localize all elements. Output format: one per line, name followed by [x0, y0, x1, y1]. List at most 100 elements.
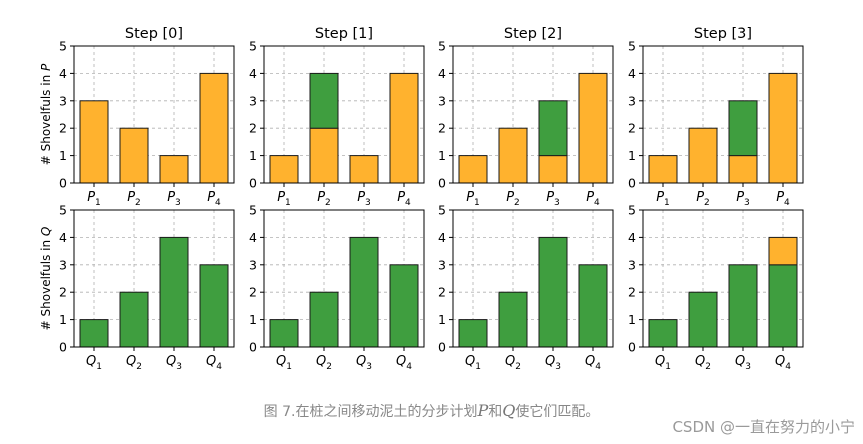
- x-tick-label: Q4: [396, 354, 412, 372]
- axes-frame: [73, 45, 235, 184]
- bar: [349, 155, 379, 184]
- y-tick-label: 4: [438, 66, 446, 81]
- bar: [768, 72, 798, 184]
- axes-frame: [263, 45, 425, 184]
- bar: [269, 319, 299, 348]
- x-tick-label: Q2: [126, 354, 142, 372]
- y-tick-label: 1: [249, 312, 257, 327]
- y-tick-label: 4: [628, 66, 636, 81]
- y-tick-label: 2: [59, 121, 67, 136]
- y-tick-label: 1: [438, 312, 446, 327]
- figure: 0 1 2 3 4 5 P1 P2 P3 P4 Step [0] 0 1 2 3 4 5 P1 P2 P3 P4 Step…: [39, 26, 804, 372]
- bar: [199, 72, 229, 184]
- y-tick-label: 2: [628, 121, 636, 136]
- bar: [159, 236, 189, 348]
- x-tick-label: Q1: [465, 354, 481, 372]
- y-tick-label: 5: [628, 39, 636, 54]
- panel-title: Step [0]: [125, 26, 183, 42]
- y-tick-label: 0: [438, 340, 446, 355]
- bar: [309, 291, 339, 348]
- y-tick-label: 0: [438, 176, 446, 191]
- bar: [309, 127, 339, 184]
- y-tick-label: 1: [59, 148, 67, 163]
- y-tick-label: 5: [59, 203, 67, 218]
- bar: [349, 236, 379, 348]
- y-tick-label: 5: [438, 203, 446, 218]
- bar: [538, 100, 568, 157]
- bar: [309, 72, 339, 129]
- y-tick-label: 3: [438, 257, 446, 272]
- row-y-label: # Shovelfuls in P: [39, 63, 53, 165]
- y-tick-label: 1: [249, 148, 257, 163]
- bar: [578, 264, 608, 348]
- x-tick-label: P4: [776, 190, 790, 208]
- caption-suffix: 使它们匹配。: [515, 404, 600, 420]
- x-tick-label: P1: [87, 190, 101, 208]
- figure-caption: 图 7.在桩之间移动泥土的分步计划P和Q使它们匹配。: [0, 401, 863, 421]
- y-tick-label: 4: [59, 230, 67, 245]
- bar: [648, 155, 678, 184]
- y-tick-label: 1: [59, 312, 67, 327]
- x-tick-label: P3: [736, 190, 750, 208]
- x-tick-label: Q3: [735, 354, 751, 372]
- y-tick-label: 2: [438, 285, 446, 300]
- y-tick-label: 0: [59, 176, 67, 191]
- bar: [768, 236, 798, 266]
- y-tick-label: 2: [249, 121, 257, 136]
- bar: [79, 100, 109, 184]
- y-tick-label: 4: [249, 230, 257, 245]
- y-tick-label: 5: [59, 39, 67, 54]
- x-tick-label: P1: [277, 190, 291, 208]
- x-tick-label: Q1: [655, 354, 671, 372]
- x-tick-label: P2: [506, 190, 520, 208]
- bar: [79, 319, 109, 348]
- bar: [498, 127, 528, 184]
- x-tick-label: P3: [357, 190, 371, 208]
- x-tick-label: Q1: [86, 354, 102, 372]
- bar: [688, 291, 718, 348]
- x-tick-label: P1: [656, 190, 670, 208]
- panel-title: Step [1]: [315, 26, 373, 42]
- bar: [498, 291, 528, 348]
- bar: [728, 100, 758, 157]
- y-tick-label: 3: [59, 93, 67, 108]
- y-tick-label: 0: [59, 340, 67, 355]
- y-tick-label: 3: [249, 257, 257, 272]
- y-tick-label: 2: [438, 121, 446, 136]
- bar: [269, 155, 299, 184]
- x-tick-label: P2: [317, 190, 331, 208]
- x-tick-label: Q2: [316, 354, 332, 372]
- bar: [199, 264, 229, 348]
- x-tick-label: P2: [696, 190, 710, 208]
- y-tick-label: 2: [628, 285, 636, 300]
- y-tick-label: 2: [59, 285, 67, 300]
- caption-var-q: Q: [502, 401, 516, 420]
- y-tick-label: 1: [438, 148, 446, 163]
- y-tick-label: 5: [249, 39, 257, 54]
- x-tick-label: P4: [586, 190, 600, 208]
- y-tick-label: 0: [628, 176, 636, 191]
- y-tick-label: 3: [438, 93, 446, 108]
- axes-frame: [452, 209, 614, 348]
- bar: [458, 155, 488, 184]
- y-tick-label: 1: [628, 148, 636, 163]
- y-tick-label: 1: [628, 312, 636, 327]
- bar: [578, 72, 608, 184]
- y-tick-label: 0: [249, 176, 257, 191]
- caption-prefix: 图 7.在桩之间移动泥土的分步计划: [263, 404, 478, 420]
- panel-title: Step [3]: [694, 26, 752, 42]
- bar: [119, 291, 149, 348]
- y-tick-label: 4: [249, 66, 257, 81]
- x-tick-label: P4: [397, 190, 411, 208]
- x-tick-label: Q2: [695, 354, 711, 372]
- y-tick-label: 4: [628, 230, 636, 245]
- caption-mid: 和: [488, 404, 503, 420]
- caption-var-p: P: [477, 401, 489, 420]
- y-tick-label: 5: [249, 203, 257, 218]
- axes-frame: [73, 209, 235, 348]
- y-tick-label: 3: [249, 93, 257, 108]
- x-tick-label: Q3: [166, 354, 182, 372]
- bar: [688, 127, 718, 184]
- y-tick-label: 2: [249, 285, 257, 300]
- x-tick-label: P2: [127, 190, 141, 208]
